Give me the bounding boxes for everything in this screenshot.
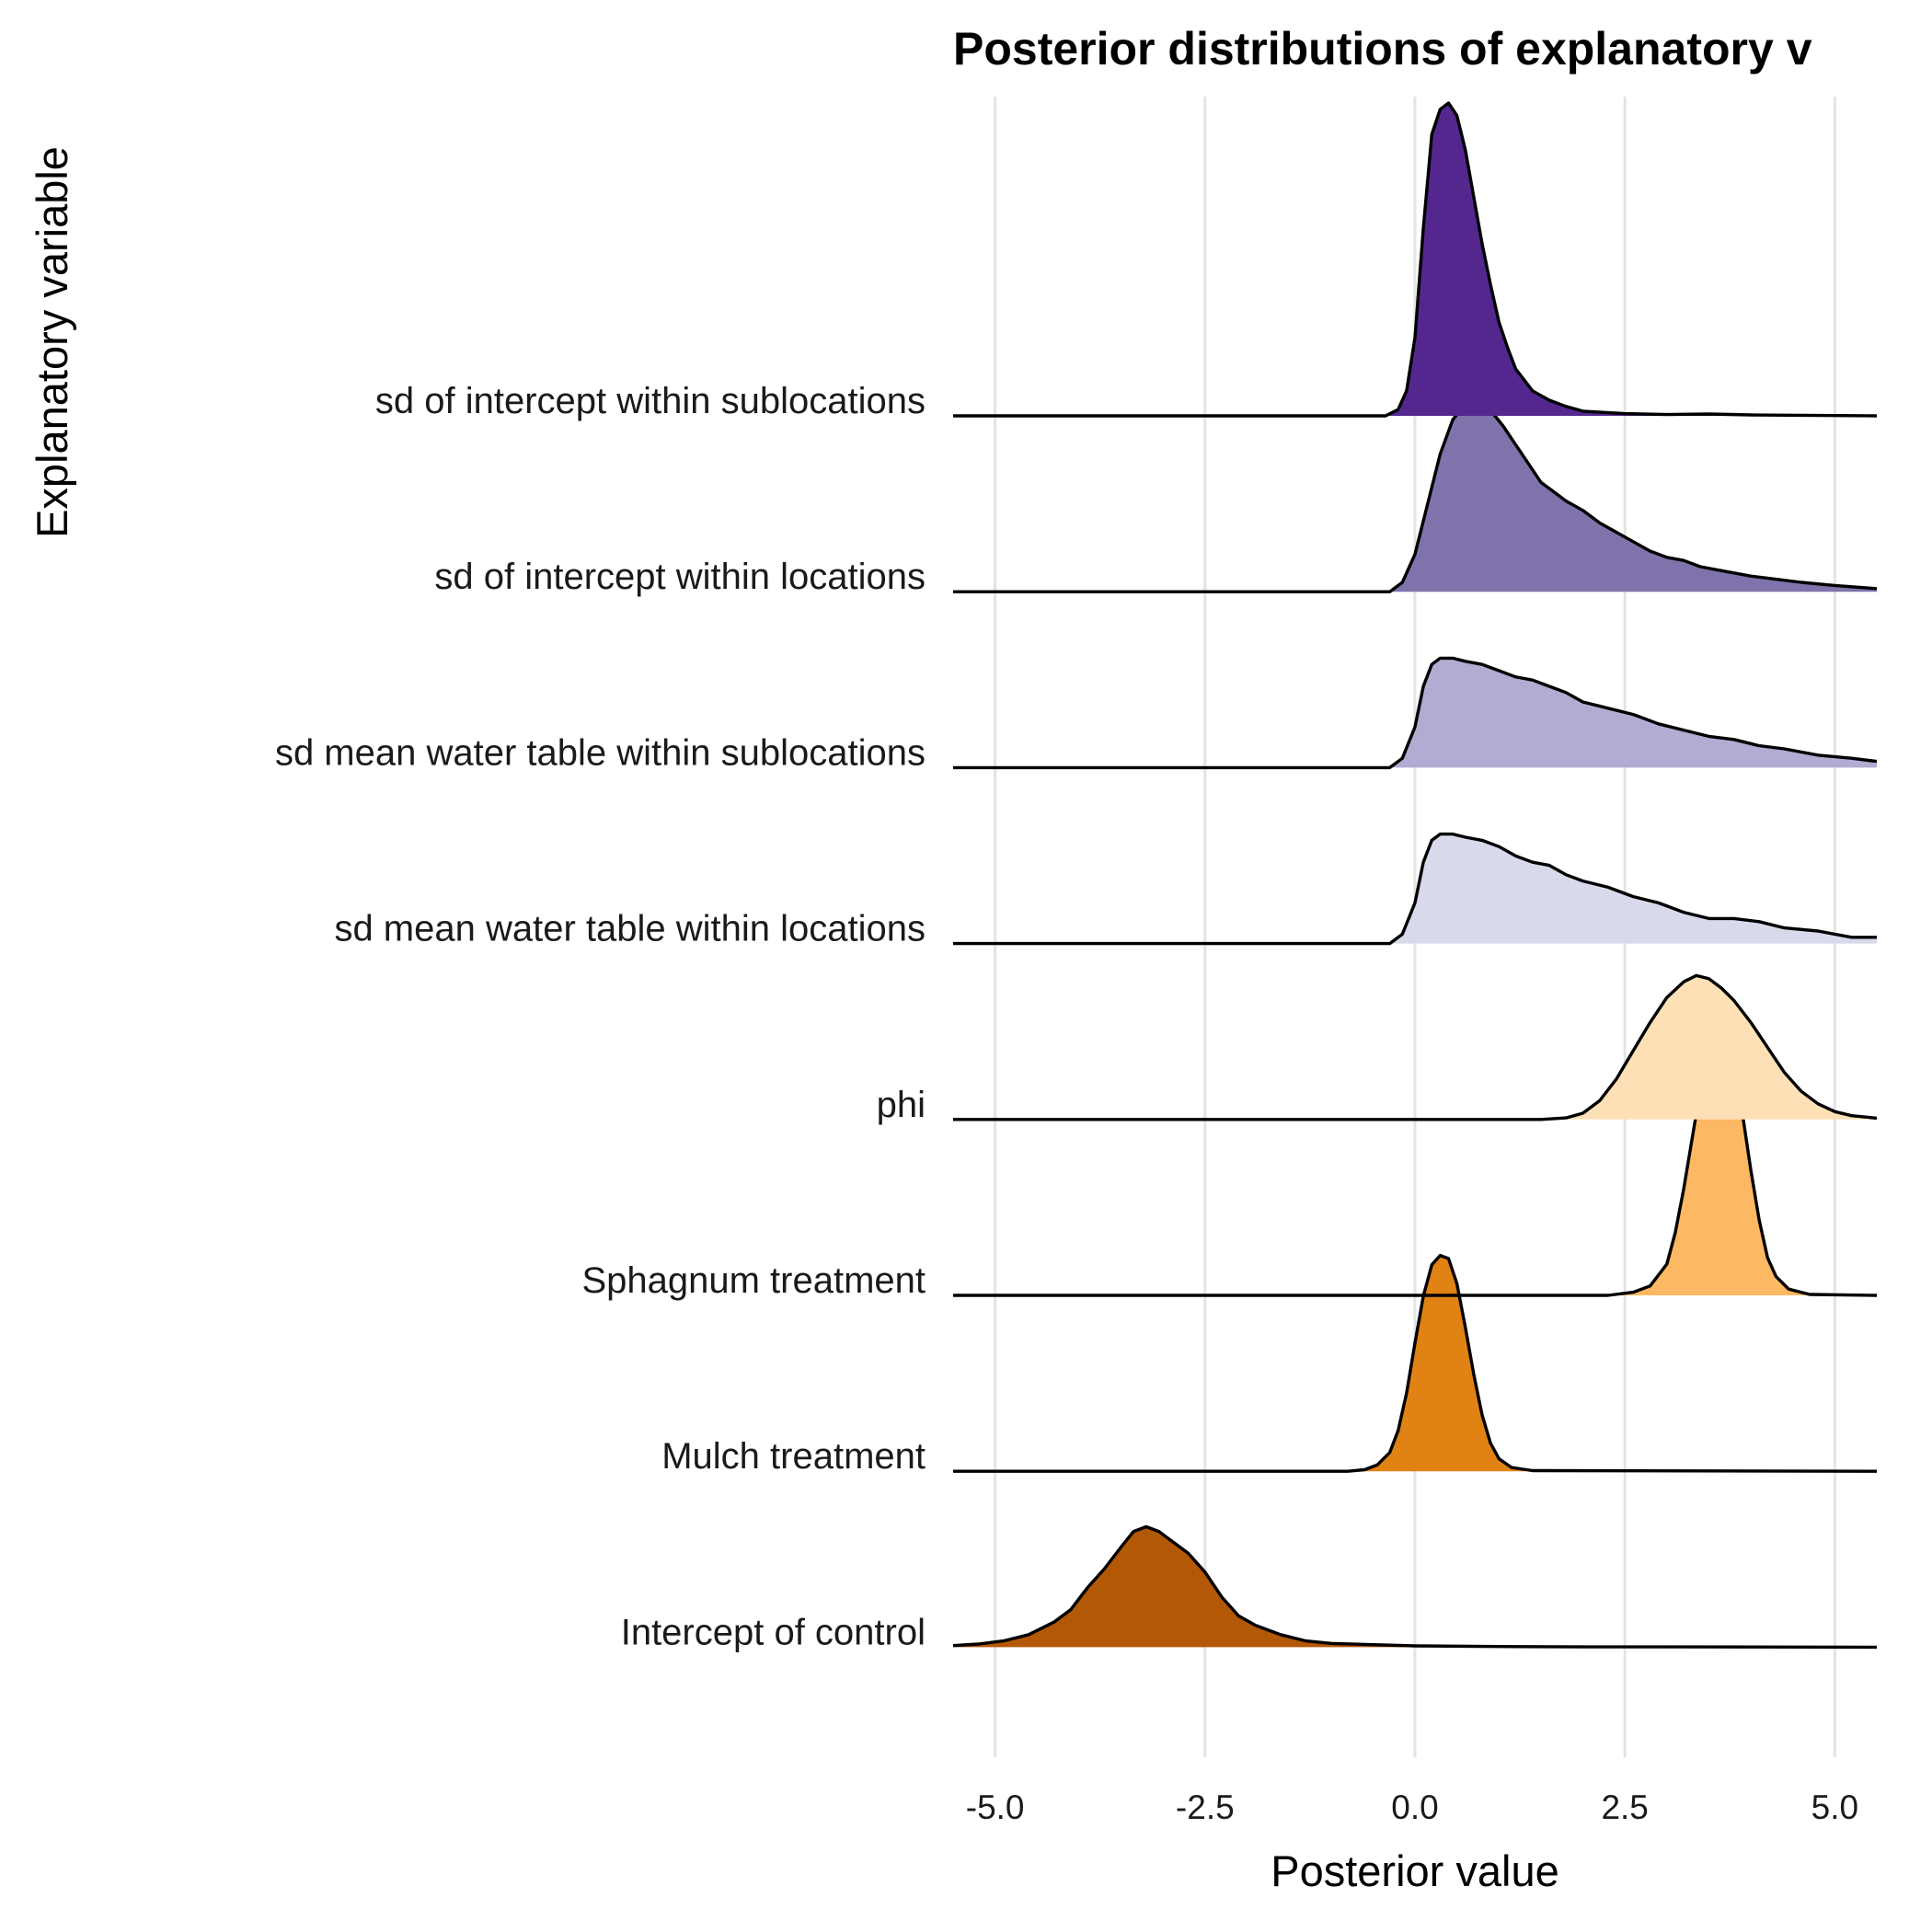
- category-label: Intercept of control: [621, 1612, 926, 1652]
- category-labels: Intercept of control Mulch treatment Sphag…: [275, 381, 926, 1652]
- ridge-0: [953, 101, 1878, 418]
- ridge-outline: [953, 656, 1878, 770]
- ridge-outline: [953, 1253, 1878, 1473]
- ridge-4: [953, 973, 1878, 1121]
- ridge-area: [953, 1026, 1877, 1295]
- x-axis-title: Posterior value: [1271, 1846, 1559, 1895]
- ridge-outline: [953, 101, 1878, 418]
- category-label: sd of intercept within sublocations: [375, 381, 926, 421]
- category-label: sd mean water table within locations: [334, 909, 926, 949]
- ridges: [952, 101, 1878, 1650]
- ridge-area: [953, 1526, 1877, 1648]
- x-tick-labels: -5.0 -2.5 0.0 2.5 5.0: [966, 1788, 1858, 1826]
- category-label: phi: [877, 1085, 926, 1125]
- x-tick-label: 5.0: [1811, 1788, 1858, 1826]
- ridge-area: [953, 975, 1877, 1120]
- ridge-2: [953, 656, 1878, 770]
- y-axis-title: Explanatory variable: [28, 146, 76, 538]
- ridge-area: [953, 834, 1877, 944]
- ridge-3: [953, 832, 1877, 946]
- x-tick-label: 0.0: [1391, 1788, 1438, 1826]
- ridge-area: [953, 103, 1877, 416]
- category-label: Sphagnum treatment: [581, 1260, 926, 1301]
- chart-title: Posterior distributions of explanatory v: [953, 23, 1812, 75]
- ridge-outline: [953, 973, 1878, 1121]
- ridge-outline: [952, 1524, 1878, 1650]
- ridge-outline: [953, 399, 1878, 593]
- x-tick-label: -2.5: [1176, 1788, 1235, 1826]
- ridge-area: [953, 658, 1877, 768]
- ridge-area: [953, 1255, 1877, 1472]
- category-label: Mulch treatment: [661, 1436, 926, 1477]
- ridge-1: [953, 399, 1878, 593]
- x-tick-label: -5.0: [966, 1788, 1025, 1826]
- ridge-outline: [953, 832, 1877, 946]
- ridge-6: [953, 1253, 1878, 1473]
- category-label: sd of intercept within locations: [434, 557, 926, 597]
- x-tick-label: 2.5: [1601, 1788, 1648, 1826]
- ridge-7: [952, 1524, 1878, 1650]
- category-label: sd mean water table within sublocations: [275, 732, 926, 773]
